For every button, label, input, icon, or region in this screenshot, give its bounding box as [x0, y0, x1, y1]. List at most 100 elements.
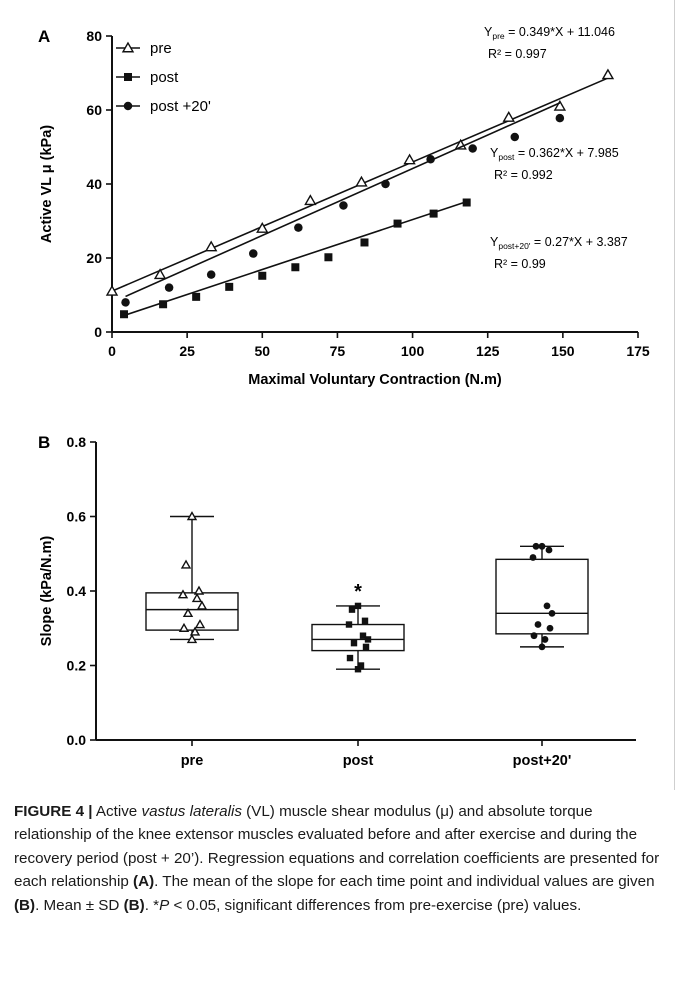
- data-point: [530, 632, 538, 640]
- data-point: [538, 643, 546, 651]
- y-tick-label-b: 0.0: [67, 732, 87, 748]
- data-point: [355, 175, 368, 187]
- data-point: [194, 619, 206, 629]
- figure-4: A 0 20 40 60 80 0 25 50 75 100 125 150 175 Maximal Vol…: [38, 0, 675, 790]
- data-point: [403, 153, 416, 165]
- data-point: [364, 636, 372, 643]
- data-point: [294, 223, 303, 232]
- data-point: [555, 113, 565, 123]
- category-label: post: [343, 753, 374, 769]
- data-point: [545, 546, 553, 554]
- y-tick-label-a: 60: [86, 102, 102, 118]
- caption-ref-b: (B): [14, 896, 36, 914]
- data-point: [350, 639, 358, 647]
- figure-caption: FIGURE 4 | Active vastus lateralis (VL) …: [14, 800, 662, 917]
- data-point: [359, 632, 367, 639]
- x-tick-label-a: 25: [179, 343, 195, 359]
- data-point: [429, 209, 438, 218]
- x-tick-label-a: 175: [626, 343, 650, 359]
- r-squared-label: R² = 0.997: [488, 47, 547, 61]
- data-point: [121, 298, 130, 307]
- data-point: [462, 198, 471, 207]
- data-point: [182, 607, 194, 618]
- data-point: [468, 144, 477, 153]
- regression-equation: Ypost+20' = 0.27*X + 3.387: [490, 235, 628, 251]
- data-point: [177, 589, 189, 599]
- data-point: [393, 219, 402, 228]
- regression-line: [123, 200, 467, 317]
- data-point: [178, 622, 190, 632]
- data-point: [362, 643, 370, 651]
- box: [311, 623, 405, 652]
- data-point: [225, 282, 234, 291]
- data-point: [256, 221, 269, 233]
- caption-ref-a: (A): [133, 873, 155, 891]
- data-point: [204, 240, 218, 252]
- legend-label: pre: [150, 40, 172, 57]
- legend-marker: [124, 73, 132, 81]
- data-point: [601, 68, 615, 80]
- caption-text: < 0.05, significant differences from pre…: [169, 896, 582, 914]
- caption-text: . Mean ± SD: [35, 896, 124, 914]
- data-point: [159, 300, 168, 309]
- data-point: [357, 662, 365, 669]
- data-point: [543, 602, 551, 610]
- data-point: [291, 263, 300, 272]
- y-tick-label-b: 0.8: [67, 434, 87, 450]
- x-tick-label-a: 100: [401, 343, 425, 359]
- regression-equation: Ypre = 0.349*X + 11.046: [484, 25, 615, 41]
- regression-equation: Ypost = 0.362*X + 7.985: [490, 146, 619, 162]
- caption-text: . *: [144, 896, 160, 914]
- y-tick-label-a: 0: [94, 324, 102, 340]
- caption-muscle-name: vastus lateralis: [141, 803, 242, 820]
- data-point: [189, 626, 201, 636]
- data-point: [164, 283, 174, 292]
- legend-marker: [121, 41, 135, 53]
- data-point: [529, 554, 537, 561]
- x-tick-label-a: 0: [108, 343, 116, 359]
- legend-label: post +20': [150, 98, 211, 115]
- data-point: [193, 585, 205, 595]
- data-point: [324, 253, 333, 262]
- data-point: [541, 636, 549, 643]
- panel-label-a: A: [38, 27, 50, 46]
- data-point: [186, 511, 198, 521]
- data-point: [553, 99, 567, 111]
- data-point: [534, 621, 542, 628]
- data-point: [426, 154, 435, 164]
- regression-line: [125, 102, 561, 298]
- data-point: [180, 559, 192, 569]
- y-tick-label-a: 40: [86, 176, 102, 192]
- y-tick-label-b: 0.2: [67, 658, 87, 674]
- data-point: [249, 249, 258, 258]
- y-tick-label-a: 20: [86, 250, 102, 266]
- significance-asterisk: *: [354, 581, 362, 603]
- caption-label: FIGURE 4 |: [14, 803, 93, 820]
- y-tick-label-a: 80: [86, 28, 102, 44]
- caption-p-symbol: P: [159, 896, 170, 914]
- data-point: [120, 310, 129, 319]
- data-point: [538, 542, 546, 550]
- y-axis-title-a: Active VL μ (kPa): [39, 125, 55, 243]
- data-point: [546, 624, 554, 632]
- data-point: [206, 270, 216, 279]
- panel-label-b: B: [38, 433, 50, 452]
- data-point: [381, 179, 390, 189]
- data-point: [196, 600, 208, 610]
- caption-text: . The mean of the slope for each time po…: [154, 873, 655, 891]
- data-point: [186, 634, 198, 644]
- data-point: [192, 292, 201, 301]
- data-point: [105, 284, 119, 296]
- box: [495, 558, 589, 635]
- data-point: [354, 602, 362, 610]
- x-tick-label-a: 75: [330, 343, 346, 359]
- category-label: pre: [181, 753, 204, 769]
- data-point: [548, 609, 556, 617]
- legend-marker: [123, 101, 133, 111]
- y-tick-label-b: 0.4: [67, 583, 87, 599]
- caption-text: Active: [92, 803, 142, 820]
- data-point: [346, 654, 354, 662]
- data-point: [360, 238, 369, 247]
- x-tick-label-a: 150: [551, 343, 575, 359]
- x-tick-label-a: 125: [476, 343, 500, 359]
